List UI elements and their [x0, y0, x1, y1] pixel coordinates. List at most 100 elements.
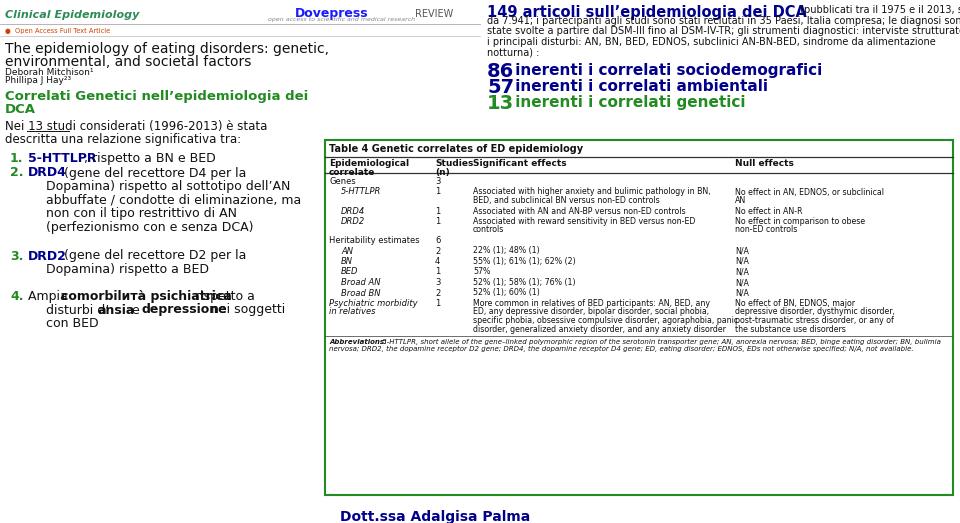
Text: descritta una relazione significativa tra:: descritta una relazione significativa tr… [5, 133, 241, 146]
Text: in relatives: in relatives [329, 308, 375, 316]
Text: notturna) :: notturna) : [487, 48, 540, 58]
Text: BED, and subclinical BN versus non-ED controls: BED, and subclinical BN versus non-ED co… [473, 196, 660, 205]
Text: da 7.941; i partecipanti agli studi sono stati reclutati in 35 Paesi, Italia com: da 7.941; i partecipanti agli studi sono… [487, 16, 960, 26]
Text: i principali disturbi: AN, BN, BED, EDNOS, subclinici AN-BN-BED, sindrome da ali: i principali disturbi: AN, BN, BED, EDNO… [487, 37, 936, 47]
Text: (gene del recettore D4 per la: (gene del recettore D4 per la [60, 166, 247, 179]
Text: comorbilитà psichiatrica: comorbilитà psichiatrica [61, 290, 231, 303]
Text: depressive disorder, dysthymic disorder,: depressive disorder, dysthymic disorder, [735, 308, 895, 316]
Text: ●  Open Access Full Text Article: ● Open Access Full Text Article [5, 28, 110, 34]
Text: 149 articoli sull’epidemiologia dei DCA: 149 articoli sull’epidemiologia dei DCA [487, 5, 806, 20]
Text: Broad AN: Broad AN [341, 278, 380, 287]
Text: BED: BED [341, 267, 358, 277]
Text: specific phobia, obsessive compulsive disorder, agoraphobia, panic: specific phobia, obsessive compulsive di… [473, 316, 738, 325]
Text: (perfezionismo con e senza DCA): (perfezionismo con e senza DCA) [46, 221, 253, 233]
Text: Abbreviations:: Abbreviations: [329, 339, 387, 345]
Text: 57%: 57% [473, 267, 491, 277]
Text: Genes: Genes [329, 177, 356, 186]
Text: the substance use disorders: the substance use disorders [735, 324, 846, 334]
Text: Null effects: Null effects [735, 159, 794, 168]
Text: 52% (1); 60% (1): 52% (1); 60% (1) [473, 289, 540, 298]
Text: DRD4: DRD4 [341, 207, 365, 215]
Text: AN: AN [735, 196, 746, 205]
Text: 1: 1 [435, 207, 441, 215]
Text: nervosa; DRD2, the dopamine receptor D2 gene; DRD4, the dopamine receptor D4 gen: nervosa; DRD2, the dopamine receptor D2 … [329, 346, 914, 352]
Text: Phillipa J Hay²³: Phillipa J Hay²³ [5, 76, 71, 85]
Text: Dovepress: Dovepress [295, 7, 369, 20]
Text: Psychiatric morbidity: Psychiatric morbidity [329, 299, 418, 308]
Text: 2.: 2. [10, 166, 23, 179]
Text: 4: 4 [435, 257, 441, 266]
Text: No effect in comparison to obese: No effect in comparison to obese [735, 217, 865, 226]
Text: BN: BN [341, 257, 353, 266]
Text: N/A: N/A [735, 289, 749, 298]
Text: No effect in AN-R: No effect in AN-R [735, 207, 803, 215]
Text: Deborah Mitchison¹: Deborah Mitchison¹ [5, 68, 93, 77]
Text: abbuffate / condotte di eliminazione, ma: abbuffate / condotte di eliminazione, ma [46, 194, 301, 207]
Text: inerenti i correlati ambientali: inerenti i correlati ambientali [510, 79, 768, 94]
Text: 1: 1 [435, 217, 441, 226]
Text: 1: 1 [435, 188, 441, 197]
Text: (n): (n) [435, 168, 449, 177]
Text: non con il tipo restrittivo di AN: non con il tipo restrittivo di AN [46, 207, 237, 220]
Text: Studies: Studies [435, 159, 473, 168]
Text: 2: 2 [435, 289, 441, 298]
Text: 5-HTTLPR, short allele of the gene–linked polymorphic region of the serotonin tr: 5-HTTLPR, short allele of the gene–linke… [380, 339, 941, 345]
Text: ansia: ansia [98, 303, 135, 316]
Text: 86: 86 [487, 62, 515, 81]
Text: Nei 13 studi considerati (1996-2013) è stata: Nei 13 studi considerati (1996-2013) è s… [5, 120, 268, 133]
Text: (pubblicati tra il 1975 e il 2013, selezionati: (pubblicati tra il 1975 e il 2013, selez… [797, 5, 960, 15]
Text: inerenti i correlati genetici: inerenti i correlati genetici [510, 95, 746, 110]
Text: e: e [128, 303, 144, 316]
Text: 22% (1); 48% (1): 22% (1); 48% (1) [473, 246, 540, 256]
Text: 3: 3 [435, 278, 441, 287]
Text: No effect of BN, EDNOS, major: No effect of BN, EDNOS, major [735, 299, 855, 308]
Text: 55% (1); 61% (1); 62% (2): 55% (1); 61% (1); 62% (2) [473, 257, 576, 266]
Text: Heritability estimates: Heritability estimates [329, 236, 420, 245]
Text: Associated with reward sensitivity in BED versus non-ED: Associated with reward sensitivity in BE… [473, 217, 695, 226]
Text: DRD4: DRD4 [28, 166, 67, 179]
Text: N/A: N/A [735, 257, 749, 266]
Text: Correlati Genetici nell’epidemiologia dei: Correlati Genetici nell’epidemiologia de… [5, 90, 308, 103]
Text: depressione: depressione [142, 303, 228, 316]
Text: Significant effects: Significant effects [473, 159, 566, 168]
Text: disorder, generalized anxiety disorder, and any anxiety disorder: disorder, generalized anxiety disorder, … [473, 324, 726, 334]
Text: state svolte a partire dal DSM-III fino al DSM-IV-TR; gli strumenti diagnostici:: state svolte a partire dal DSM-III fino … [487, 27, 960, 37]
Text: con BED: con BED [46, 317, 99, 330]
Text: environmental, and societal factors: environmental, and societal factors [5, 55, 252, 69]
Text: Table 4 Genetic correlates of ED epidemiology: Table 4 Genetic correlates of ED epidemi… [329, 144, 583, 154]
Text: More common in relatives of BED participants: AN, BED, any: More common in relatives of BED particip… [473, 299, 710, 308]
Text: 1: 1 [435, 299, 441, 308]
Text: Clinical Epidemiology: Clinical Epidemiology [5, 10, 139, 20]
Text: 3.: 3. [10, 249, 23, 263]
Text: post-traumatic stress disorder, or any of: post-traumatic stress disorder, or any o… [735, 316, 894, 325]
Text: controls: controls [473, 225, 504, 234]
Text: Associated with AN and AN-BP versus non-ED controls: Associated with AN and AN-BP versus non-… [473, 207, 685, 215]
Text: No effect in AN, EDNOS, or subclinical: No effect in AN, EDNOS, or subclinical [735, 188, 884, 197]
Text: 5-HTTLPR: 5-HTTLPR [28, 152, 97, 165]
Text: 4.: 4. [10, 290, 23, 303]
Text: 1.: 1. [10, 152, 23, 165]
Text: 57: 57 [487, 78, 515, 97]
Text: Dopamina) rispetto a BED: Dopamina) rispetto a BED [46, 263, 209, 276]
Text: 3: 3 [435, 177, 441, 186]
Text: rispetto a: rispetto a [191, 290, 254, 303]
Text: 13: 13 [487, 94, 515, 113]
Text: non-ED controls: non-ED controls [735, 225, 798, 234]
Text: N/A: N/A [735, 278, 749, 287]
Text: 2: 2 [435, 246, 441, 256]
Text: N/A: N/A [735, 246, 749, 256]
Text: Ampia: Ampia [28, 290, 72, 303]
Text: (gene del recettore D2 per la: (gene del recettore D2 per la [60, 249, 247, 263]
Text: 1: 1 [435, 267, 441, 277]
Text: , rispetto a BN e BED: , rispetto a BN e BED [84, 152, 216, 165]
Text: DCA: DCA [5, 103, 36, 116]
Text: Broad BN: Broad BN [341, 289, 380, 298]
Text: inerenti i correlati sociodemografici: inerenti i correlati sociodemografici [510, 63, 823, 78]
Text: Dott.ssa Adalgisa Palma: Dott.ssa Adalgisa Palma [340, 510, 530, 523]
Text: correlate: correlate [329, 168, 375, 177]
Text: 6: 6 [435, 236, 441, 245]
Text: Epidemiological: Epidemiological [329, 159, 409, 168]
Text: nei soggetti: nei soggetti [207, 303, 285, 316]
Text: The epidemiology of eating disorders: genetic,: The epidemiology of eating disorders: ge… [5, 42, 329, 56]
Text: 52% (1); 58% (1); 76% (1): 52% (1); 58% (1); 76% (1) [473, 278, 575, 287]
